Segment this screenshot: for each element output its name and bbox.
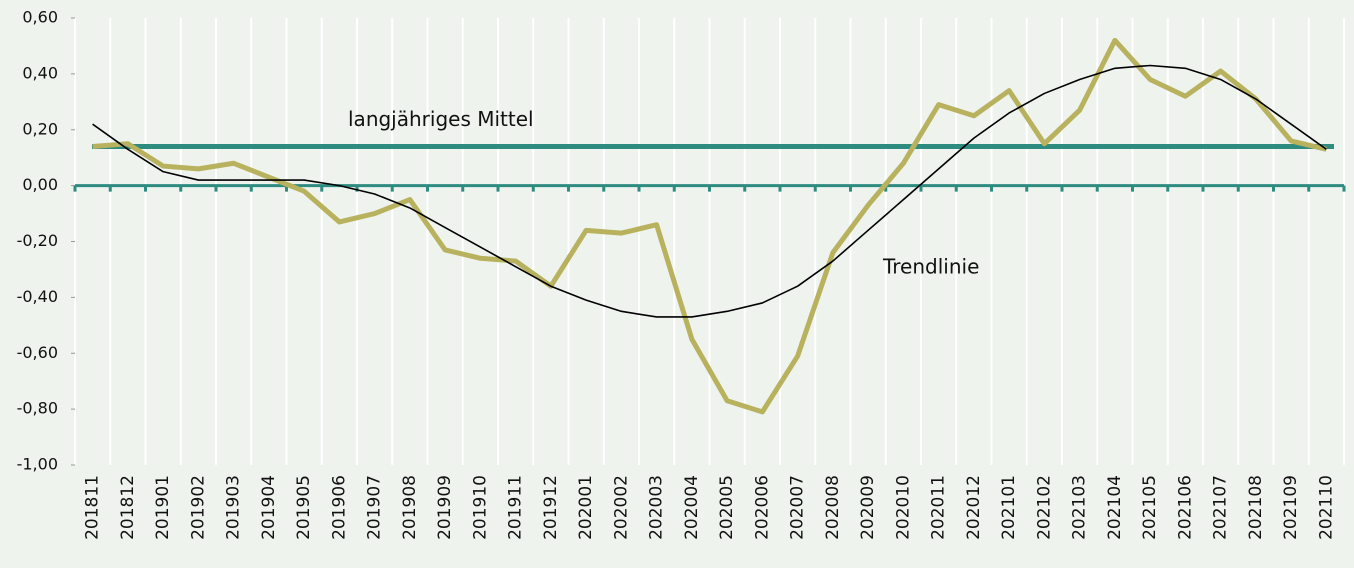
x-tick-label: 201811 <box>83 475 103 540</box>
x-tick-label: 202012 <box>964 475 984 540</box>
x-tick-label: 202004 <box>682 475 702 540</box>
x-tick-label: 202002 <box>611 475 631 540</box>
x-tick-label: 201911 <box>506 475 526 540</box>
x-tick-label: 201901 <box>153 475 173 540</box>
x-tick-label: 202010 <box>893 475 913 540</box>
series-line <box>92 64 1327 318</box>
x-tick-label: 202005 <box>717 475 737 540</box>
x-tick-label: 201907 <box>365 475 385 540</box>
y-tick-label: 0,00 <box>22 175 58 194</box>
x-tick-label: 201912 <box>541 475 561 540</box>
x-tick-label: 201904 <box>259 475 279 540</box>
y-tick-label: -0,60 <box>17 343 58 362</box>
x-tick-label: 201903 <box>224 475 244 540</box>
series-line <box>92 37 1327 415</box>
y-tick-label: -0,40 <box>17 287 58 306</box>
x-tick-label: 202102 <box>1034 475 1054 540</box>
x-tick-label: 201909 <box>435 475 455 540</box>
x-tick-label: 202007 <box>788 475 808 540</box>
x-tick-label: 202101 <box>999 475 1019 540</box>
y-tick-label: -1,00 <box>17 455 58 474</box>
x-tick-label: 202106 <box>1175 475 1195 540</box>
x-tick-label: 201908 <box>400 475 420 540</box>
x-tick-label: 202001 <box>576 475 596 540</box>
y-tick-label: -0,20 <box>17 231 58 250</box>
x-tick-label: 202105 <box>1140 475 1160 540</box>
x-tick-label: 202006 <box>752 475 772 540</box>
y-tick-label: 0,20 <box>22 119 58 138</box>
y-tick-label: 0,40 <box>22 63 58 82</box>
x-tick-label: 202003 <box>647 475 667 540</box>
x-tick-label: 202109 <box>1281 475 1301 540</box>
x-tick-label: 202104 <box>1105 475 1125 540</box>
x-tick-label: 201905 <box>294 475 314 540</box>
x-tick-label: 202107 <box>1211 475 1231 540</box>
x-tick-label: 202108 <box>1246 475 1266 540</box>
series-label: Trendlinie <box>882 255 979 279</box>
x-tick-label: 202011 <box>929 475 949 540</box>
x-tick-label: 201906 <box>329 475 349 540</box>
x-tick-label: 202103 <box>1070 475 1090 540</box>
x-tick-label: 202009 <box>858 475 878 540</box>
x-tick-label: 201812 <box>118 475 138 540</box>
x-tick-label: 201902 <box>188 475 208 540</box>
x-tick-label: 202110 <box>1316 475 1336 540</box>
x-tick-label: 202008 <box>823 475 843 540</box>
reference-label: langjähriges Mittel <box>348 107 534 131</box>
x-tick-label: 201910 <box>470 475 490 540</box>
y-tick-label: 0,60 <box>22 8 58 27</box>
y-tick-label: -0,80 <box>17 399 58 418</box>
